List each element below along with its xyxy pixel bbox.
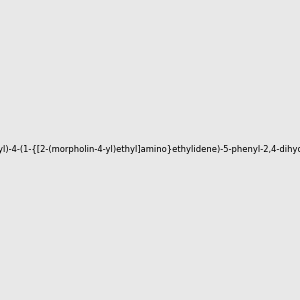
Text: (4Z)-2-(4-fluorophenyl)-4-(1-{[2-(morpholin-4-yl)ethyl]amino}ethylidene)-5-pheny: (4Z)-2-(4-fluorophenyl)-4-(1-{[2-(morpho… (0, 146, 300, 154)
